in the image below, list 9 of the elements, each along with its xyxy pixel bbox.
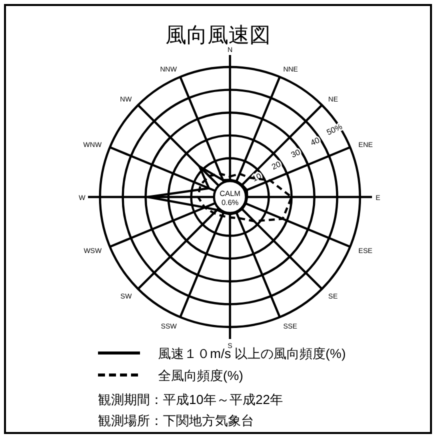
y-tick-label: 20 [270, 159, 283, 172]
text: 観測期間：平成10年～平成22年 [98, 392, 283, 407]
legend-label: 全風向頻度(%) [158, 368, 244, 383]
y-tick-label: 50% [325, 122, 344, 138]
chart-title: 風向風速図 [166, 24, 270, 47]
y-tick-label: 10 [250, 171, 264, 184]
y-tick-label: 40 [309, 135, 322, 148]
y-tick-label: 30 [290, 147, 302, 160]
text: 観測場所：下関地方気象台 [98, 413, 254, 428]
